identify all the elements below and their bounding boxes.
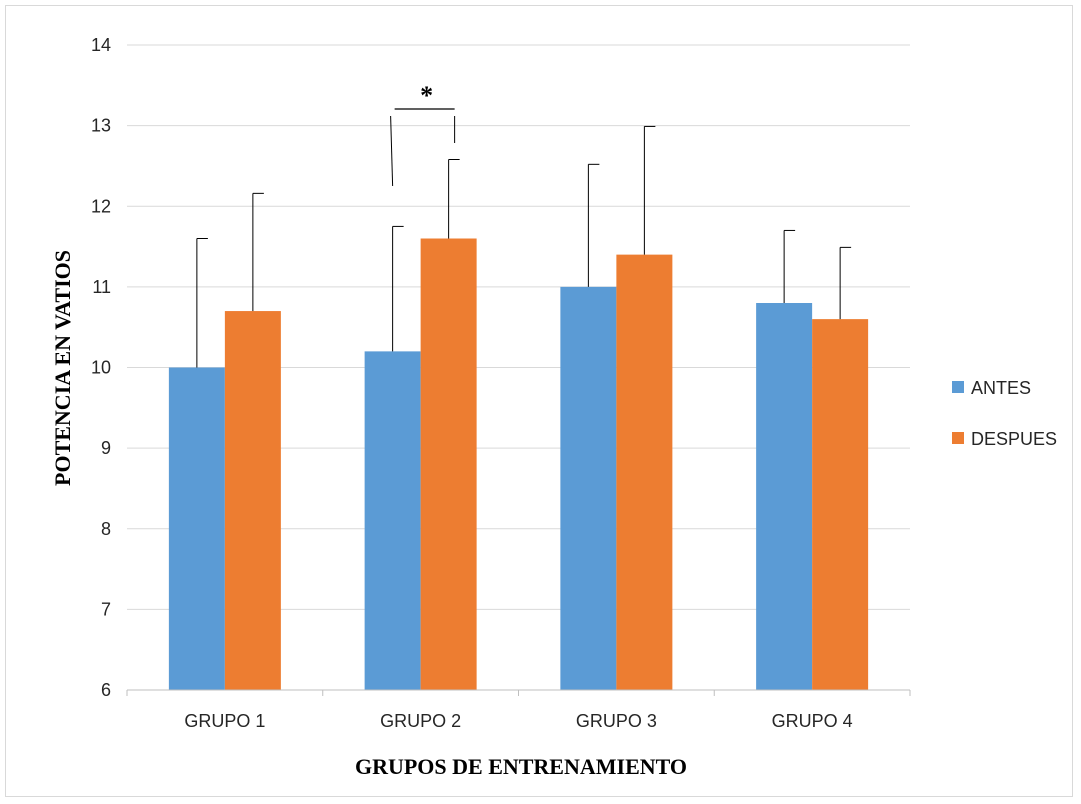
error-bars xyxy=(196,125,852,368)
significance-star: * xyxy=(420,81,433,110)
bar-antes-1 xyxy=(168,367,225,690)
y-tick-label: 10 xyxy=(91,358,111,378)
y-tick-label: 11 xyxy=(92,277,111,297)
x-axis xyxy=(126,689,911,696)
x-tick-label: GRUPO 2 xyxy=(380,711,461,731)
y-tick-label: 9 xyxy=(101,438,111,458)
bar-antes-4 xyxy=(756,303,813,690)
y-tick-label: 7 xyxy=(101,599,111,619)
significance-marker: * xyxy=(390,81,456,187)
bar-antes-2 xyxy=(364,351,421,690)
bars xyxy=(168,238,869,690)
legend-label-antes: ANTES xyxy=(971,378,1031,398)
x-tick-label: GRUPO 4 xyxy=(772,711,853,731)
legend: ANTES DESPUES xyxy=(952,378,1057,449)
y-tick-label: 6 xyxy=(101,680,111,700)
legend-swatch-despues xyxy=(952,432,964,444)
bar-despues-3 xyxy=(616,254,673,690)
bar-despues-2 xyxy=(420,238,477,690)
y-tick-label: 12 xyxy=(91,196,111,216)
bar-despues-4 xyxy=(812,319,869,690)
x-tick-label: GRUPO 1 xyxy=(184,711,265,731)
y-tick-label: 8 xyxy=(101,519,111,539)
bar-antes-3 xyxy=(560,286,617,690)
y-tick-label: 13 xyxy=(91,116,111,136)
bar-despues-1 xyxy=(224,311,281,690)
legend-swatch-antes xyxy=(952,381,964,393)
y-tick-label: 14 xyxy=(91,35,111,55)
x-axis-ticks: GRUPO 1 GRUPO 2 GRUPO 3 GRUPO 4 xyxy=(184,711,852,731)
x-tick-label: GRUPO 3 xyxy=(576,711,657,731)
legend-label-despues: DESPUES xyxy=(971,429,1057,449)
y-axis-title: POTENCIA EN VATIOS xyxy=(50,250,75,486)
significance-bracket-left xyxy=(390,115,394,187)
x-axis-title: GRUPOS DE ENTRENAMIENTO xyxy=(355,754,687,779)
y-axis-ticks: 6 7 8 9 10 11 12 13 14 xyxy=(91,35,111,700)
